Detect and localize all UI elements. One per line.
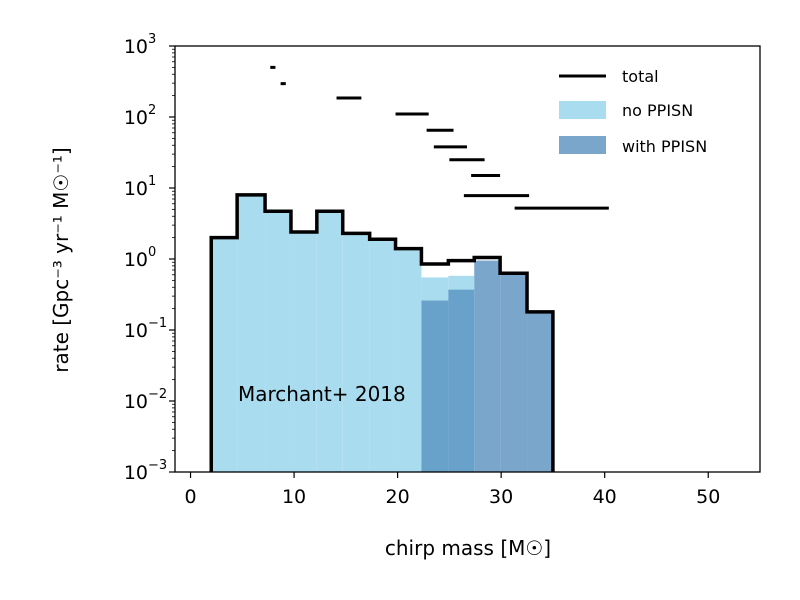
y-tick-exponent: 1	[148, 174, 156, 189]
y-tick-label: 10	[124, 107, 148, 129]
x-tick-label: 30	[489, 486, 513, 508]
y-tick-exponent: 0	[148, 245, 156, 260]
y-tick-label: 10	[124, 391, 148, 413]
plot-frame	[174, 45, 761, 473]
legend-with-ppisn-label: with PPISN	[622, 137, 707, 156]
bar-with-ppisn	[448, 289, 475, 472]
bar-with-ppisn	[474, 260, 501, 472]
y-tick-exponent: −3	[148, 458, 167, 473]
legend-no-ppisn-label: no PPISN	[622, 101, 693, 120]
bar-no-ppisn	[237, 194, 266, 472]
bar-with-ppisn	[527, 311, 553, 472]
bar-no-ppisn	[316, 211, 343, 472]
y-tick-label: 10	[124, 36, 148, 58]
bar-with-ppisn	[500, 273, 528, 472]
x-tick-label: 50	[696, 486, 720, 508]
bar-no-ppisn	[369, 239, 396, 472]
x-tick-label: 0	[184, 486, 196, 508]
y-axis-label: rate [Gpc⁻³ yr⁻¹ M☉⁻¹]	[49, 147, 73, 372]
legend-total-label: total	[622, 67, 659, 86]
legend: total no PPISN with PPISN	[559, 67, 707, 156]
bar-no-ppisn	[395, 248, 422, 472]
histogram-bars	[211, 194, 553, 472]
x-tick-label: 10	[282, 486, 306, 508]
legend-with-ppisn-swatch	[559, 136, 606, 154]
y-tick-label: 10	[124, 178, 148, 200]
total-line	[209, 193, 555, 472]
annotation-source: Marchant+ 2018	[238, 382, 406, 406]
x-tick-label: 20	[386, 486, 410, 508]
upper-limit-segments	[270, 65, 609, 210]
bar-no-ppisn	[342, 233, 370, 472]
y-tick-exponent: −2	[148, 387, 167, 402]
total-step-line	[209, 193, 555, 472]
bar-no-ppisn	[290, 232, 317, 472]
y-tick-label: 10	[124, 249, 148, 271]
bar-with-ppisn	[421, 300, 449, 472]
y-tick-exponent: 3	[148, 32, 156, 47]
bar-no-ppisn	[265, 211, 291, 472]
y-tick-exponent: −1	[148, 316, 167, 331]
y-tick-exponent: 2	[148, 103, 156, 118]
legend-no-ppisn-swatch	[559, 101, 606, 119]
bar-no-ppisn	[211, 237, 238, 472]
y-tick-label: 10	[124, 462, 148, 484]
y-tick-label: 10	[124, 320, 148, 342]
x-axis-label: chirp mass [M☉]	[385, 536, 551, 560]
x-tick-label: 40	[593, 486, 617, 508]
